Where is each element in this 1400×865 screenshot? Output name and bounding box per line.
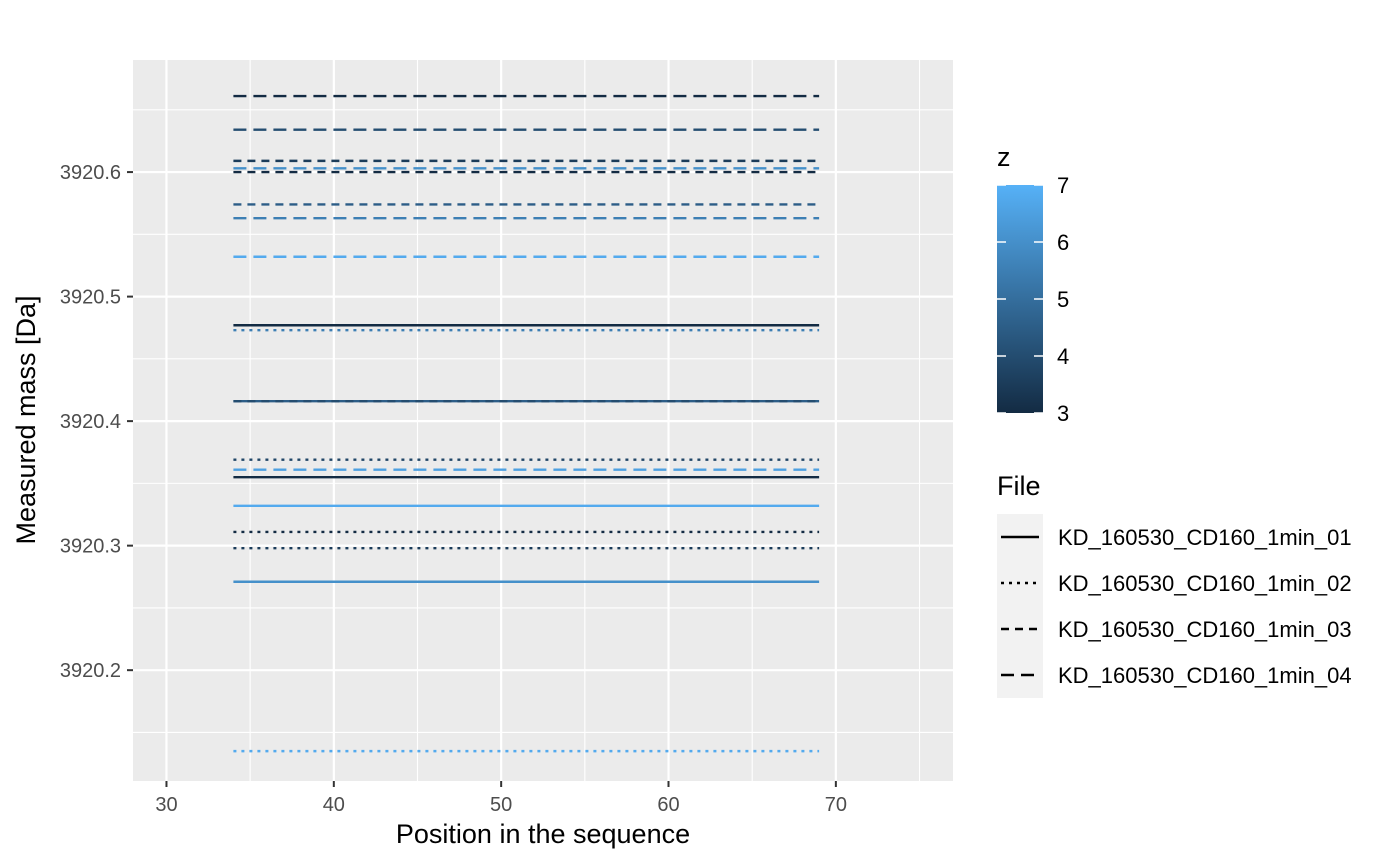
linetype-legend: File KD_160530_CD160_1min_01KD_160530_CD… [997, 471, 1352, 698]
x-tick-label: 60 [657, 794, 679, 816]
color-legend-ticks: 3 4 5 6 7 [997, 173, 1069, 426]
series-lines [233, 94, 820, 753]
grid-major [133, 60, 953, 781]
color-legend-label: 5 [1057, 287, 1069, 312]
color-legend-title: z [997, 142, 1011, 172]
color-legend: z 3 4 5 6 7 [997, 142, 1069, 426]
x-tick-label: 70 [825, 794, 847, 816]
y-tick-label: 3920.4 [60, 411, 121, 433]
x-tick-label: 30 [155, 794, 177, 816]
y-tick-label: 3920.2 [60, 660, 121, 682]
linetype-legend-keys: KD_160530_CD160_1min_01 KD_160530_CD160_1… [997, 514, 1352, 698]
color-legend-label: 3 [1057, 401, 1069, 426]
x-tick-label: 40 [323, 794, 345, 816]
x-axis: 30 40 50 60 70 [155, 781, 847, 816]
x-tick-label: 50 [490, 794, 512, 816]
x-axis-title: Position in the sequence [396, 819, 690, 849]
linetype-legend-label: KD_160530_CD160_1min_03 [1058, 617, 1352, 642]
color-legend-label: 4 [1057, 344, 1069, 369]
color-legend-label: 6 [1057, 230, 1069, 255]
linetype-legend-label: KD_160530_CD160_1min_04 [1058, 663, 1352, 688]
linetype-legend-title: File [997, 471, 1041, 501]
y-axis-title: Measured mass [Da] [11, 295, 41, 544]
linetype-legend-label: KD_160530_CD160_1min_02 [1058, 571, 1352, 596]
y-tick-label: 3920.3 [60, 536, 121, 558]
y-axis: 3920.2 3920.3 3920.4 3920.5 3920.6 [60, 162, 133, 682]
linetype-legend-label: KD_160530_CD160_1min_01 [1058, 525, 1352, 550]
y-tick-label: 3920.5 [60, 287, 121, 309]
y-tick-label: 3920.6 [60, 162, 121, 184]
color-legend-label: 7 [1057, 173, 1069, 198]
